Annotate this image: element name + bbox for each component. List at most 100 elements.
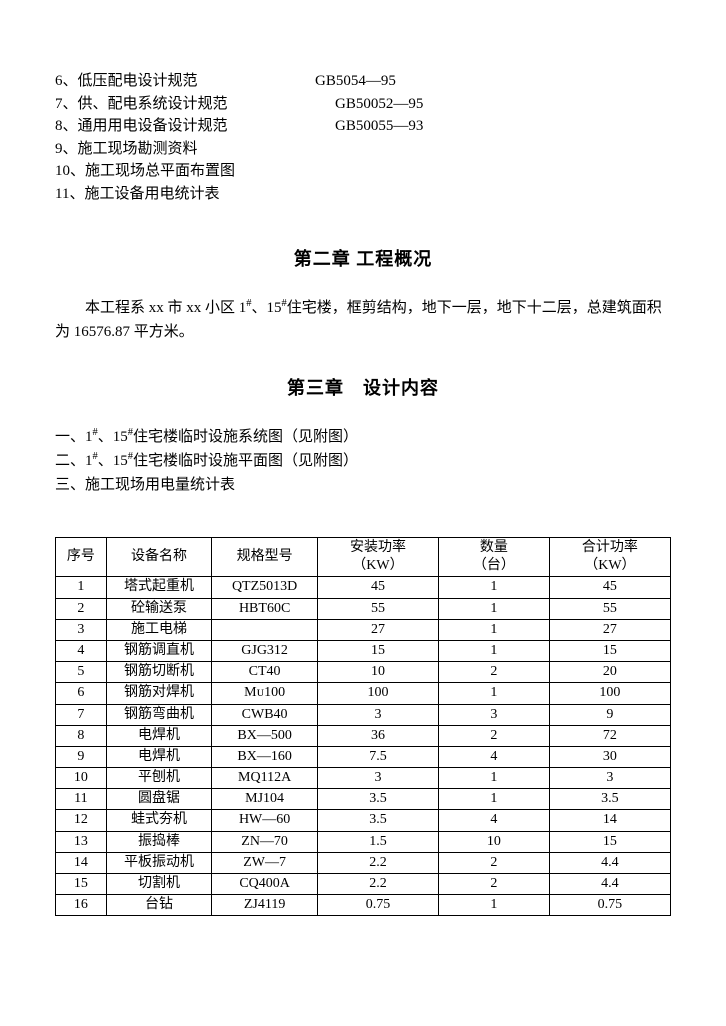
table-cell: GJG312 <box>212 640 318 661</box>
table-cell: 1 <box>439 768 550 789</box>
section-list: 一、1#、15#住宅楼临时设施系统图（见附图） 二、1#、15#住宅楼临时设施平… <box>55 425 671 497</box>
table-cell: 1 <box>439 683 550 704</box>
table-row: 3施工电梯27127 <box>56 619 671 640</box>
table-cell: 45 <box>549 577 670 598</box>
table-cell: 14 <box>549 810 670 831</box>
chapter2-body: 本工程系 xx 市 xx 小区 1#、15#住宅楼，框剪结构，地下一层，地下十二… <box>55 296 671 344</box>
table-cell: 1 <box>439 598 550 619</box>
table-cell: QTZ5013D <box>212 577 318 598</box>
th-qty: 数量 （台） <box>439 538 550 577</box>
table-cell: 1 <box>439 619 550 640</box>
table-cell: 平板振动机 <box>106 852 212 873</box>
table-row: 6钢筋对焊机Mᴜ1001001100 <box>56 683 671 704</box>
ref-label: 10、施工现场总平面布置图 <box>55 160 305 183</box>
table-row: 1塔式起重机QTZ5013D45145 <box>56 577 671 598</box>
text: 、15 <box>98 429 128 445</box>
table-cell: 2.2 <box>317 874 438 895</box>
table-cell: 7 <box>56 704 107 725</box>
text: 住宅楼临时设施系统图（见附图） <box>133 429 358 445</box>
text: 本工程系 xx 市 xx 小区 1 <box>85 300 246 316</box>
ref-item: 6、低压配电设计规范 GB5054—95 <box>55 70 671 93</box>
table-cell: 2 <box>439 852 550 873</box>
table-cell: 4 <box>56 640 107 661</box>
table-cell: 0.75 <box>549 895 670 916</box>
table-cell: 1 <box>439 789 550 810</box>
table-cell: 钢筋对焊机 <box>106 683 212 704</box>
table-body: 1塔式起重机QTZ5013D451452砼输送泵HBT60C551553施工电梯… <box>56 577 671 916</box>
table-cell: 0.75 <box>317 895 438 916</box>
table-cell: 施工电梯 <box>106 619 212 640</box>
ref-item: 10、施工现场总平面布置图 <box>55 160 671 183</box>
table-row: 5钢筋切断机CT4010220 <box>56 662 671 683</box>
table-cell: 平刨机 <box>106 768 212 789</box>
text: 数量 <box>480 540 508 555</box>
table-cell: 100 <box>317 683 438 704</box>
table-cell: 1 <box>439 895 550 916</box>
table-cell: 10 <box>56 768 107 789</box>
th-total: 合计功率 （KW） <box>549 538 670 577</box>
section-item: 一、1#、15#住宅楼临时设施系统图（见附图） <box>55 425 671 449</box>
table-cell: 15 <box>56 874 107 895</box>
table-row: 12蛙式夯机HW—603.5414 <box>56 810 671 831</box>
ref-code: GB5054—95 <box>315 70 396 93</box>
table-cell: 15 <box>549 640 670 661</box>
table-cell: 5 <box>56 662 107 683</box>
table-cell: 2.2 <box>317 852 438 873</box>
table-cell: 1 <box>439 640 550 661</box>
table-cell: 振捣棒 <box>106 831 212 852</box>
table-cell: ZW—7 <box>212 852 318 873</box>
th-name: 设备名称 <box>106 538 212 577</box>
table-cell: 2 <box>439 874 550 895</box>
table-cell: 3.5 <box>317 789 438 810</box>
table-cell: 6 <box>56 683 107 704</box>
table-cell: 3 <box>317 704 438 725</box>
table-row: 13振捣棒ZN—701.51015 <box>56 831 671 852</box>
table-cell: 1 <box>56 577 107 598</box>
table-cell: 3 <box>56 619 107 640</box>
th-model: 规格型号 <box>212 538 318 577</box>
table-cell: HBT60C <box>212 598 318 619</box>
table-cell: 20 <box>549 662 670 683</box>
table-cell: 电焊机 <box>106 725 212 746</box>
ref-item: 9、施工现场勘测资料 <box>55 138 671 161</box>
ref-label: 7、供、配电系统设计规范 <box>55 93 305 116</box>
table-cell: BX—160 <box>212 746 318 767</box>
table-row: 11圆盘锯MJ1043.513.5 <box>56 789 671 810</box>
table-cell: 15 <box>317 640 438 661</box>
ref-code: GB50052—95 <box>335 93 423 116</box>
chapter2-title: 第二章 工程概况 <box>55 245 671 271</box>
table-cell: 切割机 <box>106 874 212 895</box>
table-row: 14平板振动机ZW—72.224.4 <box>56 852 671 873</box>
text: 一、1 <box>55 429 93 445</box>
table-cell: 4 <box>439 810 550 831</box>
table-cell: BX—500 <box>212 725 318 746</box>
table-cell: 电焊机 <box>106 746 212 767</box>
equipment-table: 序号 设备名称 规格型号 安装功率 （KW） 数量 （台） 合计功率 （KW） … <box>55 537 671 916</box>
table-cell: 36 <box>317 725 438 746</box>
table-cell: 27 <box>317 619 438 640</box>
table-cell: 10 <box>317 662 438 683</box>
text: （台） <box>473 558 515 573</box>
table-cell: ZJ4119 <box>212 895 318 916</box>
ref-code: GB50055—93 <box>335 115 423 138</box>
table-cell: CWB40 <box>212 704 318 725</box>
table-cell: 4.4 <box>549 852 670 873</box>
table-cell: CT40 <box>212 662 318 683</box>
table-cell: 3 <box>439 704 550 725</box>
text: （KW） <box>584 558 635 573</box>
text: （KW） <box>352 558 403 573</box>
table-cell: Mᴜ100 <box>212 683 318 704</box>
table-cell: 7.5 <box>317 746 438 767</box>
ref-label: 9、施工现场勘测资料 <box>55 138 305 161</box>
table-row: 16台钻ZJ41190.7510.75 <box>56 895 671 916</box>
text: 住宅楼临时设施平面图（见附图） <box>133 453 358 469</box>
th-power: 安装功率 （KW） <box>317 538 438 577</box>
table-cell: 2 <box>439 662 550 683</box>
table-cell: 16 <box>56 895 107 916</box>
table-cell: HW—60 <box>212 810 318 831</box>
text: 二、1 <box>55 453 93 469</box>
chapter3-title: 第三章 设计内容 <box>55 374 671 400</box>
table-cell: 3.5 <box>317 810 438 831</box>
table-cell: 8 <box>56 725 107 746</box>
table-cell: 15 <box>549 831 670 852</box>
